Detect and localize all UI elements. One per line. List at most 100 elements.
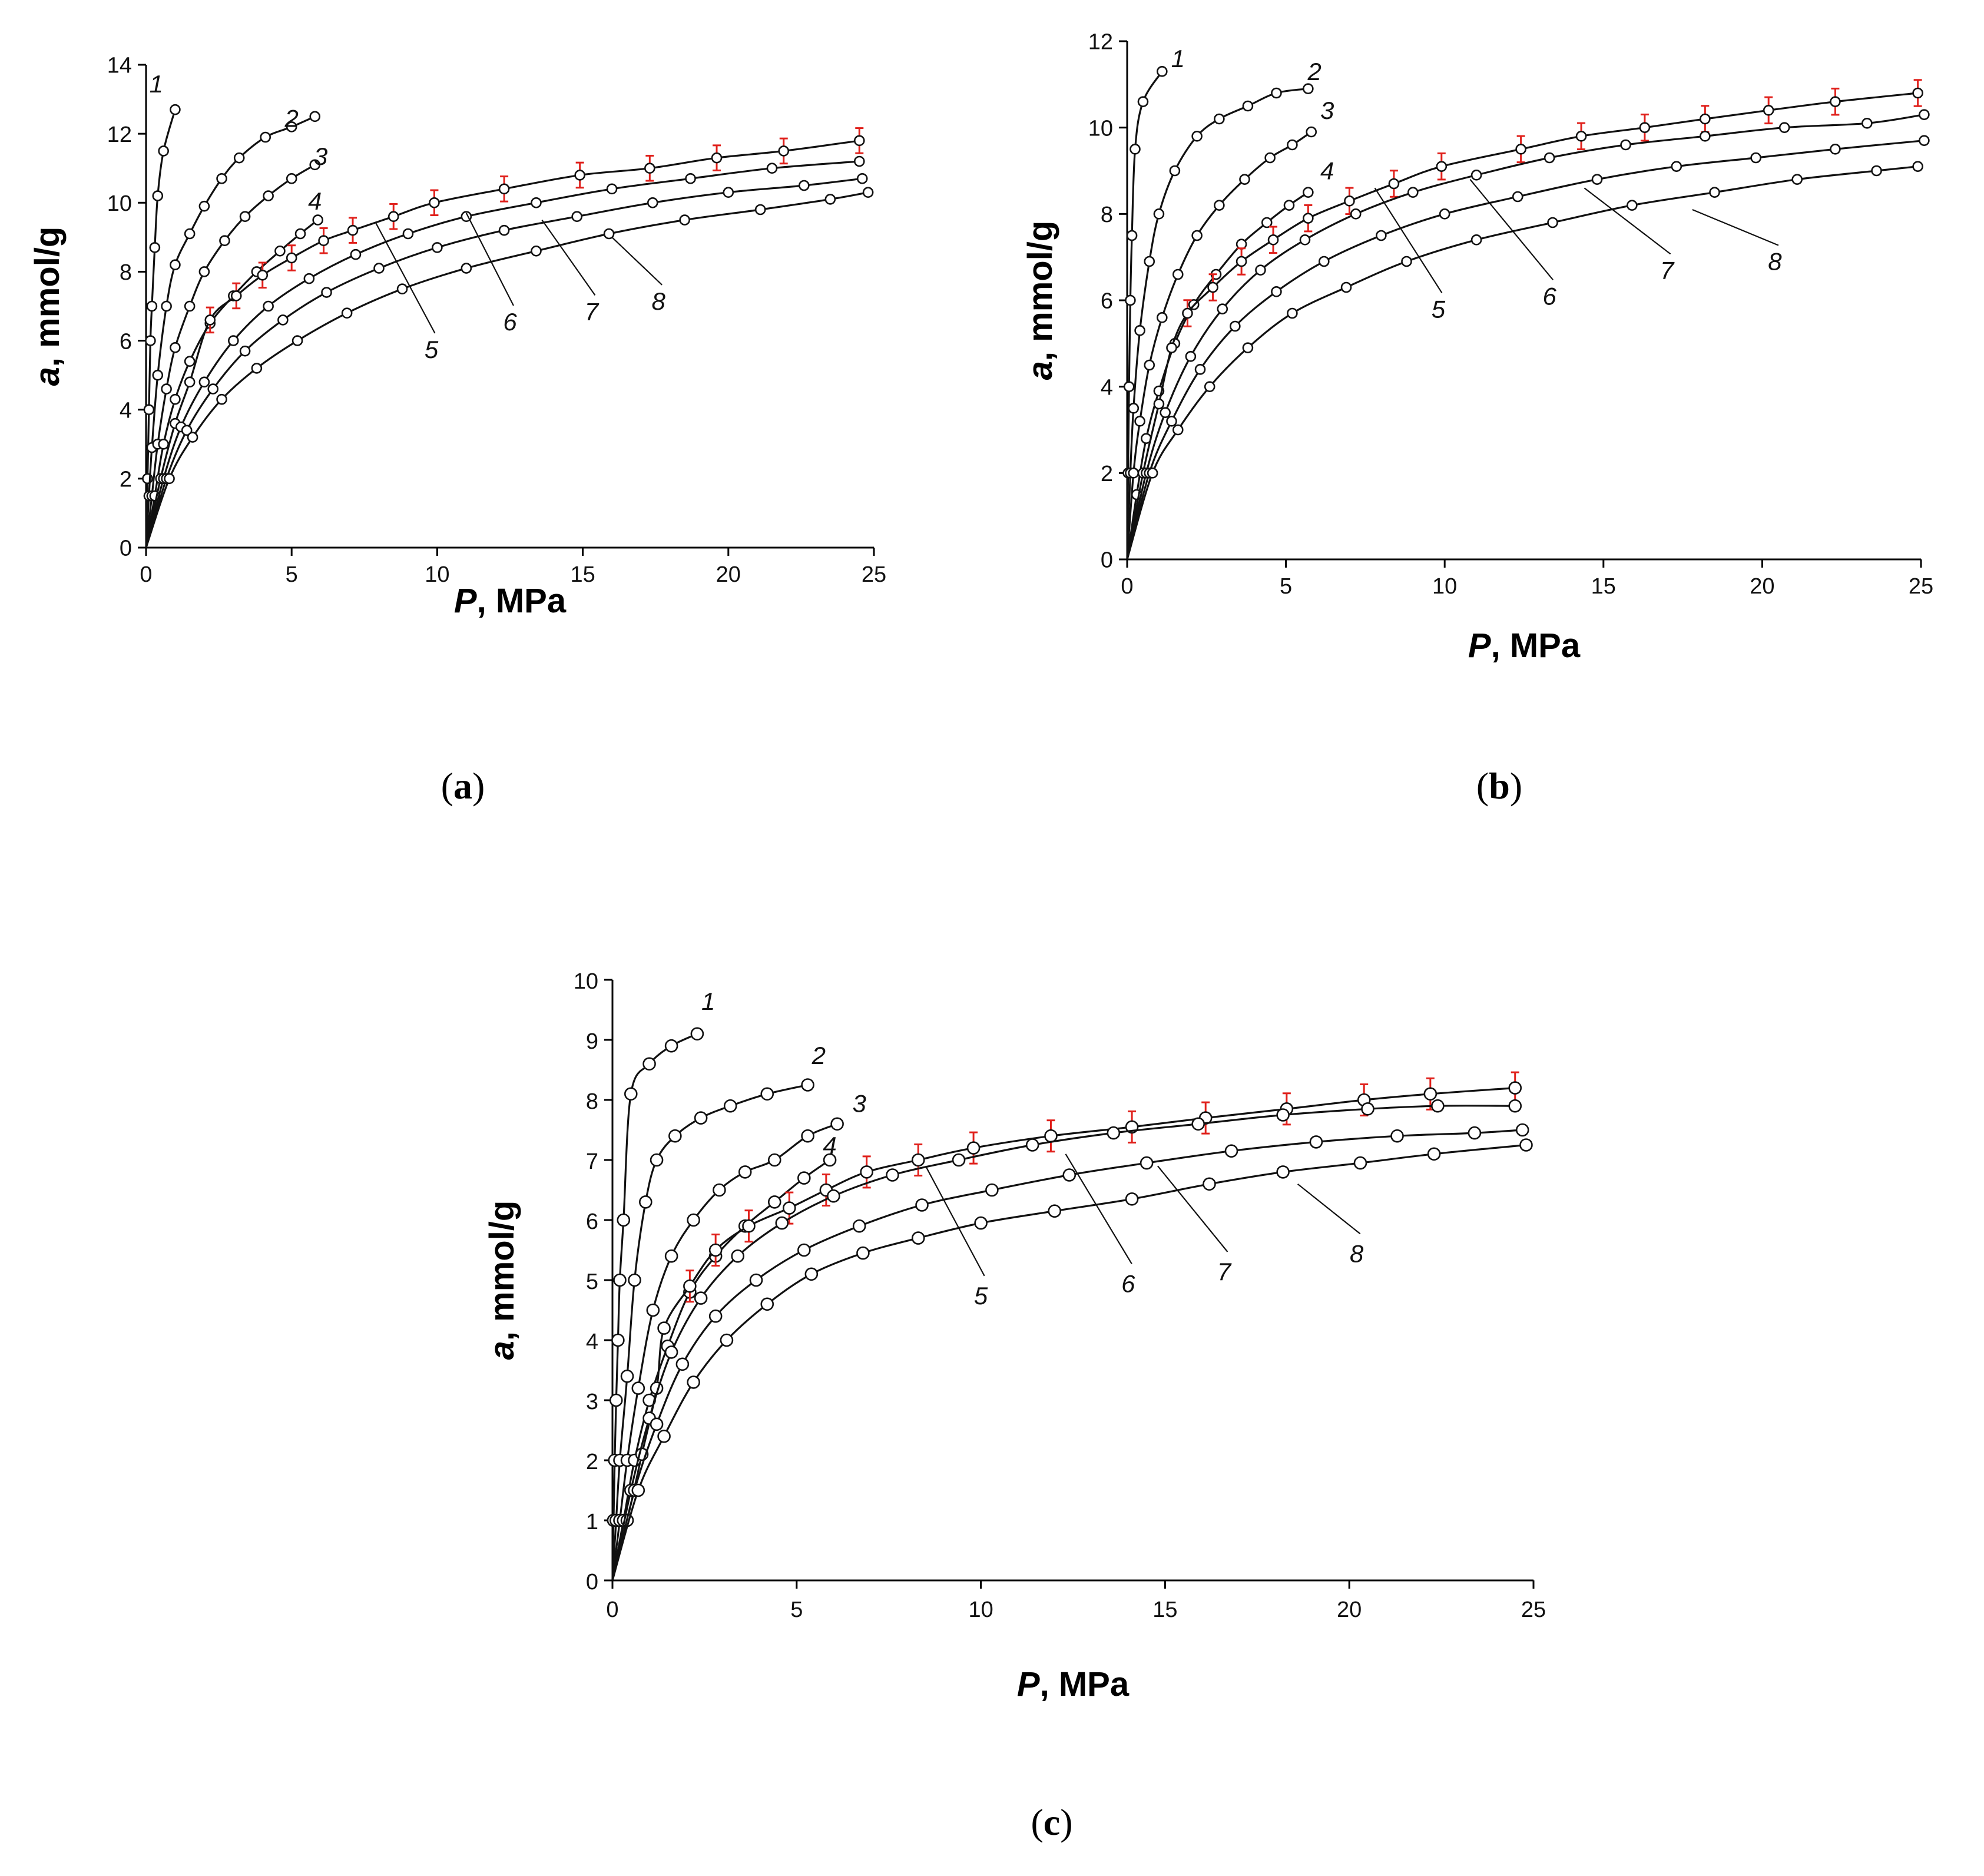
data-point bbox=[1303, 83, 1314, 94]
panel-caption-letter: b bbox=[1489, 765, 1510, 807]
data-point bbox=[1508, 1081, 1522, 1095]
data-point bbox=[1191, 230, 1203, 241]
data-point bbox=[1575, 131, 1587, 142]
curve-label-2: 2 bbox=[1307, 58, 1321, 85]
series-line bbox=[611, 1129, 1523, 1581]
data-point bbox=[1191, 131, 1203, 142]
data-point bbox=[1242, 342, 1254, 353]
data-point bbox=[799, 180, 810, 191]
series-1: 1 bbox=[142, 70, 181, 548]
data-point bbox=[804, 1267, 819, 1281]
y-axis-title: a, mmol/g bbox=[483, 1201, 521, 1360]
x-axis-title: P, MPa bbox=[1468, 627, 1581, 665]
data-point bbox=[1919, 135, 1930, 146]
data-point bbox=[198, 200, 210, 212]
x-tick-label: 10 bbox=[425, 562, 449, 587]
data-point bbox=[184, 356, 196, 367]
data-point bbox=[708, 1243, 723, 1257]
data-point bbox=[723, 1099, 737, 1113]
data-point bbox=[1130, 144, 1141, 155]
data-point bbox=[461, 263, 472, 274]
data-point bbox=[1303, 213, 1314, 224]
curve-label-leader bbox=[375, 223, 436, 334]
data-point bbox=[642, 1057, 656, 1071]
data-point bbox=[373, 263, 385, 274]
data-point bbox=[694, 1291, 708, 1305]
x-axis-title-unit: , MPa bbox=[1491, 627, 1581, 665]
data-point bbox=[1048, 1204, 1062, 1218]
y-axis-title: a, mmol/g bbox=[1021, 221, 1059, 380]
data-point bbox=[341, 307, 353, 319]
data-point bbox=[292, 335, 303, 346]
curve-label-3: 3 bbox=[1320, 97, 1334, 124]
data-point bbox=[731, 1249, 745, 1263]
x-axis-title-var: P bbox=[1017, 1665, 1040, 1703]
series-line bbox=[611, 1144, 1526, 1581]
series-line bbox=[1126, 165, 1918, 560]
data-point bbox=[1427, 1147, 1441, 1161]
data-point bbox=[1137, 96, 1149, 107]
data-point bbox=[1547, 217, 1558, 228]
data-point bbox=[1763, 105, 1774, 116]
y-axis-title-unit: , mmol/g bbox=[483, 1201, 521, 1341]
data-point bbox=[1264, 152, 1276, 164]
data-point bbox=[1271, 286, 1282, 297]
series-8: 8 bbox=[145, 187, 874, 548]
data-point bbox=[1224, 1144, 1238, 1158]
data-point bbox=[650, 1153, 664, 1167]
data-point bbox=[228, 335, 239, 346]
x-tick-label: 15 bbox=[570, 562, 595, 587]
series-1: 1 bbox=[607, 987, 715, 1581]
x-tick-label: 25 bbox=[862, 562, 886, 587]
series-line bbox=[1126, 131, 1312, 560]
curve-label-2: 2 bbox=[284, 104, 299, 132]
data-point bbox=[985, 1183, 999, 1197]
data-point bbox=[498, 183, 510, 195]
series-line bbox=[611, 1087, 1515, 1581]
curve-label-5: 5 bbox=[425, 336, 439, 363]
data-point bbox=[824, 194, 836, 205]
x-tick-label: 20 bbox=[716, 562, 741, 587]
panel-caption-b: (b) bbox=[1476, 765, 1522, 807]
data-point bbox=[432, 242, 443, 253]
y-tick-label: 2 bbox=[120, 468, 132, 492]
data-point bbox=[1287, 307, 1298, 319]
data-point bbox=[1230, 320, 1241, 332]
data-point bbox=[609, 1393, 623, 1407]
curve-label-leader bbox=[1297, 1183, 1361, 1235]
data-point bbox=[498, 224, 510, 236]
data-point bbox=[911, 1231, 925, 1245]
data-point bbox=[1203, 1177, 1216, 1191]
data-point bbox=[611, 1333, 625, 1347]
data-point bbox=[1436, 161, 1448, 172]
data-point bbox=[1144, 359, 1155, 371]
data-point bbox=[801, 1078, 814, 1092]
curve-label-leader bbox=[1157, 1165, 1228, 1252]
series-line bbox=[145, 160, 860, 548]
x-tick-label: 15 bbox=[1591, 574, 1616, 599]
data-point bbox=[1319, 256, 1330, 267]
data-point bbox=[749, 1273, 763, 1287]
data-point bbox=[694, 1111, 708, 1125]
data-point bbox=[1401, 256, 1412, 267]
data-point bbox=[1390, 1129, 1404, 1143]
data-point bbox=[860, 1165, 873, 1179]
data-point bbox=[687, 1375, 700, 1389]
series-7: 7 bbox=[145, 173, 868, 548]
x-axis-title: P, MPa bbox=[1017, 1665, 1130, 1703]
y-tick-label: 0 bbox=[120, 536, 132, 561]
data-point bbox=[274, 245, 286, 257]
data-point bbox=[1376, 230, 1387, 241]
data-point bbox=[286, 173, 297, 184]
data-point bbox=[1147, 468, 1158, 479]
data-point bbox=[1519, 1138, 1533, 1152]
data-point bbox=[312, 214, 323, 226]
y-tick-label: 10 bbox=[1088, 116, 1113, 141]
data-point bbox=[1267, 234, 1279, 246]
series-line bbox=[1126, 140, 1925, 560]
series-7: 7 bbox=[1126, 135, 1930, 560]
data-point bbox=[778, 145, 790, 157]
data-point bbox=[181, 425, 193, 436]
data-point bbox=[1194, 364, 1206, 375]
